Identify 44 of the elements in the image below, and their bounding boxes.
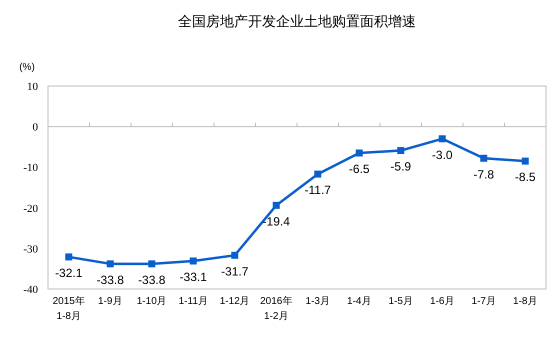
data-label: -8.5 [514, 170, 536, 184]
point [148, 260, 156, 268]
x-tick-label: 1-9月 [98, 296, 122, 307]
data-label: -11.7 [304, 183, 332, 198]
x-tick-label: 1-4月 [347, 296, 372, 307]
point [356, 149, 363, 156]
x-tick-label: 2016年 1-2月 [260, 295, 292, 322]
x-tick-label: 1-12月 [220, 296, 250, 307]
y-tick-label: 10 [27, 81, 38, 93]
y-tick-label: 0 [32, 122, 38, 134]
point [65, 253, 72, 260]
data-label: -33.1 [180, 270, 208, 284]
x-tick-label: 1-7月 [472, 296, 496, 307]
y-axis-title: (%) [19, 62, 35, 73]
y-tick-label: -10 [23, 162, 38, 174]
y-tick-label: -30 [23, 243, 38, 256]
data-label: -3.0 [432, 148, 453, 162]
data-label: -5.9 [390, 160, 412, 174]
x-tick-label: 1-8月 [513, 296, 538, 307]
point [106, 260, 114, 268]
point [397, 147, 404, 154]
data-label: -6.5 [348, 162, 370, 176]
data-label: -19.4 [262, 214, 290, 228]
chart-title: 全国房地产开发企业土地购置面积增速 [178, 13, 416, 29]
point [231, 252, 238, 259]
x-tick-label: 1-10月 [136, 296, 167, 307]
data-label: -7.8 [473, 167, 494, 182]
x-tick-label: 1-6月 [430, 296, 454, 307]
x-tick-label: 2015年 1-8月 [52, 295, 85, 322]
data-label: -31.7 [221, 264, 249, 278]
x-tick-label: 1-11月 [178, 296, 208, 307]
point [272, 202, 280, 209]
x-tick-label: 1-3月 [306, 296, 330, 307]
data-label: -33.8 [138, 272, 166, 287]
y-tick-label: -40 [23, 284, 38, 296]
point [480, 154, 488, 162]
point [314, 170, 322, 178]
data-label: -33.8 [96, 272, 124, 287]
point [438, 135, 446, 142]
x-tick-label: 1-5月 [388, 296, 413, 307]
data-label: -32.1 [55, 266, 83, 280]
point [190, 257, 197, 264]
y-tick-label: -20 [23, 202, 38, 215]
point [522, 158, 529, 165]
